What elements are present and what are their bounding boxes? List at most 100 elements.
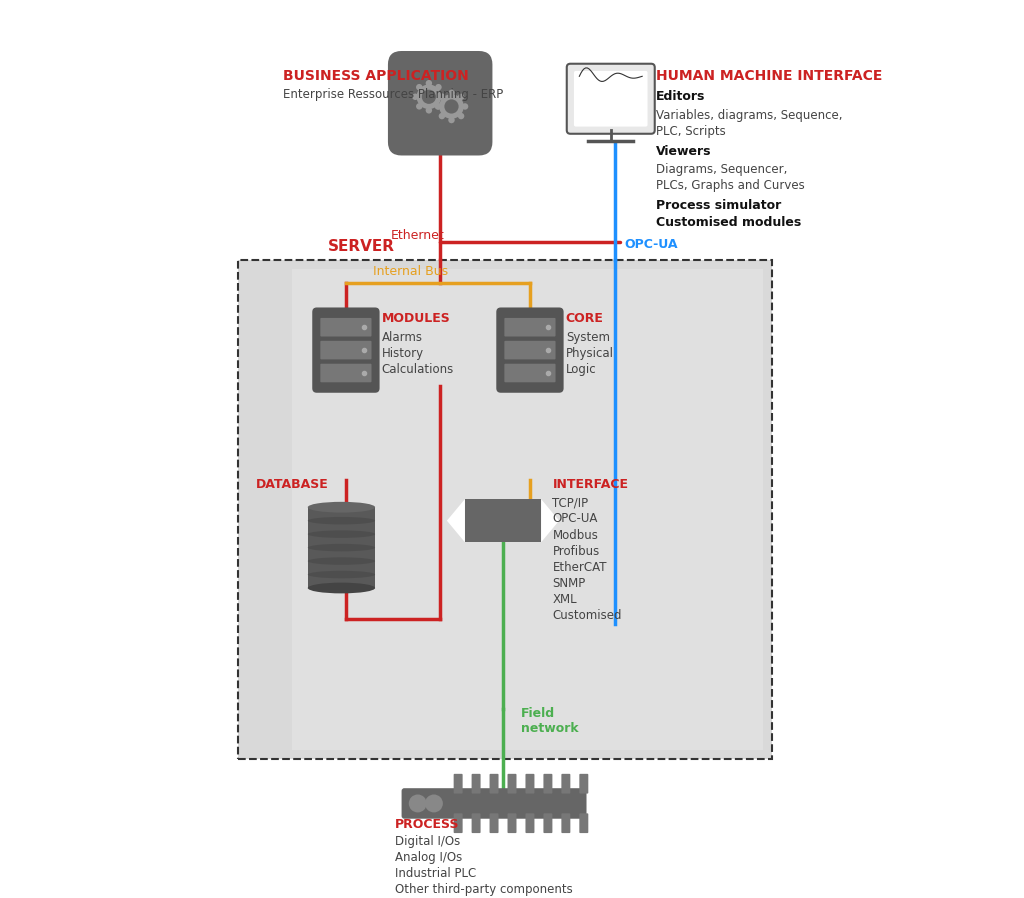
Text: PROCESS: PROCESS (395, 817, 460, 831)
FancyBboxPatch shape (472, 814, 480, 833)
Text: Viewers: Viewers (655, 145, 711, 158)
Bar (308, 507, 375, 588)
FancyBboxPatch shape (508, 814, 516, 833)
Circle shape (439, 93, 445, 100)
FancyBboxPatch shape (321, 318, 372, 337)
Text: network: network (521, 723, 579, 735)
FancyBboxPatch shape (489, 774, 499, 794)
Text: History: History (382, 348, 424, 360)
Circle shape (422, 90, 436, 104)
Text: Other third-party components: Other third-party components (395, 883, 573, 896)
Text: System: System (566, 331, 610, 344)
Circle shape (449, 90, 455, 96)
Circle shape (417, 84, 441, 109)
Text: Customised: Customised (552, 610, 622, 622)
Circle shape (439, 94, 464, 119)
Circle shape (449, 117, 455, 123)
Text: XML: XML (552, 594, 577, 606)
FancyBboxPatch shape (505, 318, 556, 337)
FancyBboxPatch shape (312, 307, 380, 392)
Circle shape (426, 107, 432, 113)
Bar (465, 499, 541, 542)
Text: Logic: Logic (566, 364, 597, 376)
Text: EtherCAT: EtherCAT (552, 561, 607, 574)
Ellipse shape (308, 558, 375, 565)
Text: Field: Field (521, 708, 555, 720)
Ellipse shape (308, 531, 375, 538)
Text: INTERFACE: INTERFACE (552, 479, 629, 491)
Text: CORE: CORE (566, 313, 604, 325)
FancyBboxPatch shape (292, 269, 763, 750)
FancyBboxPatch shape (525, 814, 535, 833)
Polygon shape (446, 499, 465, 542)
Circle shape (435, 84, 441, 91)
Text: PLC, Scripts: PLC, Scripts (655, 126, 725, 138)
FancyBboxPatch shape (561, 774, 570, 794)
FancyBboxPatch shape (544, 814, 552, 833)
FancyBboxPatch shape (321, 364, 372, 383)
Text: Analog I/Os: Analog I/Os (395, 850, 463, 864)
Text: Industrial PLC: Industrial PLC (395, 867, 476, 880)
Ellipse shape (308, 583, 375, 594)
Circle shape (458, 113, 464, 119)
Text: Variables, diagrams, Sequence,: Variables, diagrams, Sequence, (655, 110, 842, 122)
FancyBboxPatch shape (573, 71, 647, 127)
FancyBboxPatch shape (505, 364, 556, 383)
Text: MODULES: MODULES (382, 313, 451, 325)
Circle shape (444, 100, 459, 113)
Text: BUSINESS APPLICATION: BUSINESS APPLICATION (283, 69, 469, 84)
FancyBboxPatch shape (580, 814, 589, 833)
Circle shape (412, 93, 419, 100)
Text: Diagrams, Sequencer,: Diagrams, Sequencer, (655, 163, 787, 176)
FancyBboxPatch shape (454, 774, 463, 794)
FancyBboxPatch shape (388, 51, 493, 155)
Polygon shape (541, 499, 559, 542)
FancyBboxPatch shape (508, 774, 516, 794)
FancyBboxPatch shape (525, 774, 535, 794)
Circle shape (435, 103, 441, 110)
Text: Process simulator: Process simulator (655, 199, 781, 212)
Circle shape (438, 93, 445, 100)
Ellipse shape (308, 544, 375, 551)
FancyBboxPatch shape (561, 814, 570, 833)
Circle shape (435, 103, 441, 110)
Text: Alarms: Alarms (382, 331, 423, 344)
Text: DATABASE: DATABASE (256, 479, 329, 491)
FancyBboxPatch shape (580, 774, 589, 794)
Text: SNMP: SNMP (552, 577, 586, 590)
FancyBboxPatch shape (239, 260, 772, 759)
Circle shape (416, 103, 423, 110)
Text: HUMAN MACHINE INTERFACE: HUMAN MACHINE INTERFACE (655, 69, 882, 84)
Text: PLCs, Graphs and Curves: PLCs, Graphs and Curves (655, 180, 805, 192)
Text: Profibus: Profibus (552, 545, 600, 558)
FancyBboxPatch shape (505, 341, 556, 359)
Ellipse shape (308, 517, 375, 524)
FancyBboxPatch shape (401, 788, 587, 819)
Text: Editors: Editors (655, 91, 705, 103)
Text: Customised modules: Customised modules (655, 216, 801, 229)
Ellipse shape (308, 571, 375, 578)
Circle shape (462, 103, 468, 110)
Text: Internal Bus: Internal Bus (373, 265, 447, 277)
Text: SERVER: SERVER (328, 240, 395, 254)
Text: TCP/IP: TCP/IP (552, 497, 589, 509)
Circle shape (409, 795, 427, 813)
Ellipse shape (308, 502, 375, 513)
FancyBboxPatch shape (454, 814, 463, 833)
Text: Physical: Physical (566, 348, 613, 360)
FancyBboxPatch shape (321, 341, 372, 359)
FancyBboxPatch shape (489, 814, 499, 833)
Circle shape (438, 113, 445, 119)
Text: Enterprise Ressources Planning - ERP: Enterprise Ressources Planning - ERP (283, 88, 504, 101)
FancyBboxPatch shape (544, 774, 552, 794)
FancyBboxPatch shape (497, 307, 563, 392)
Text: OPC-UA: OPC-UA (625, 238, 678, 251)
Text: Digital I/Os: Digital I/Os (395, 834, 461, 848)
FancyBboxPatch shape (566, 64, 654, 134)
Circle shape (416, 84, 423, 91)
FancyBboxPatch shape (472, 774, 480, 794)
Text: OPC-UA: OPC-UA (552, 513, 598, 525)
Circle shape (458, 93, 464, 100)
Circle shape (425, 795, 442, 813)
Text: Calculations: Calculations (382, 364, 454, 376)
